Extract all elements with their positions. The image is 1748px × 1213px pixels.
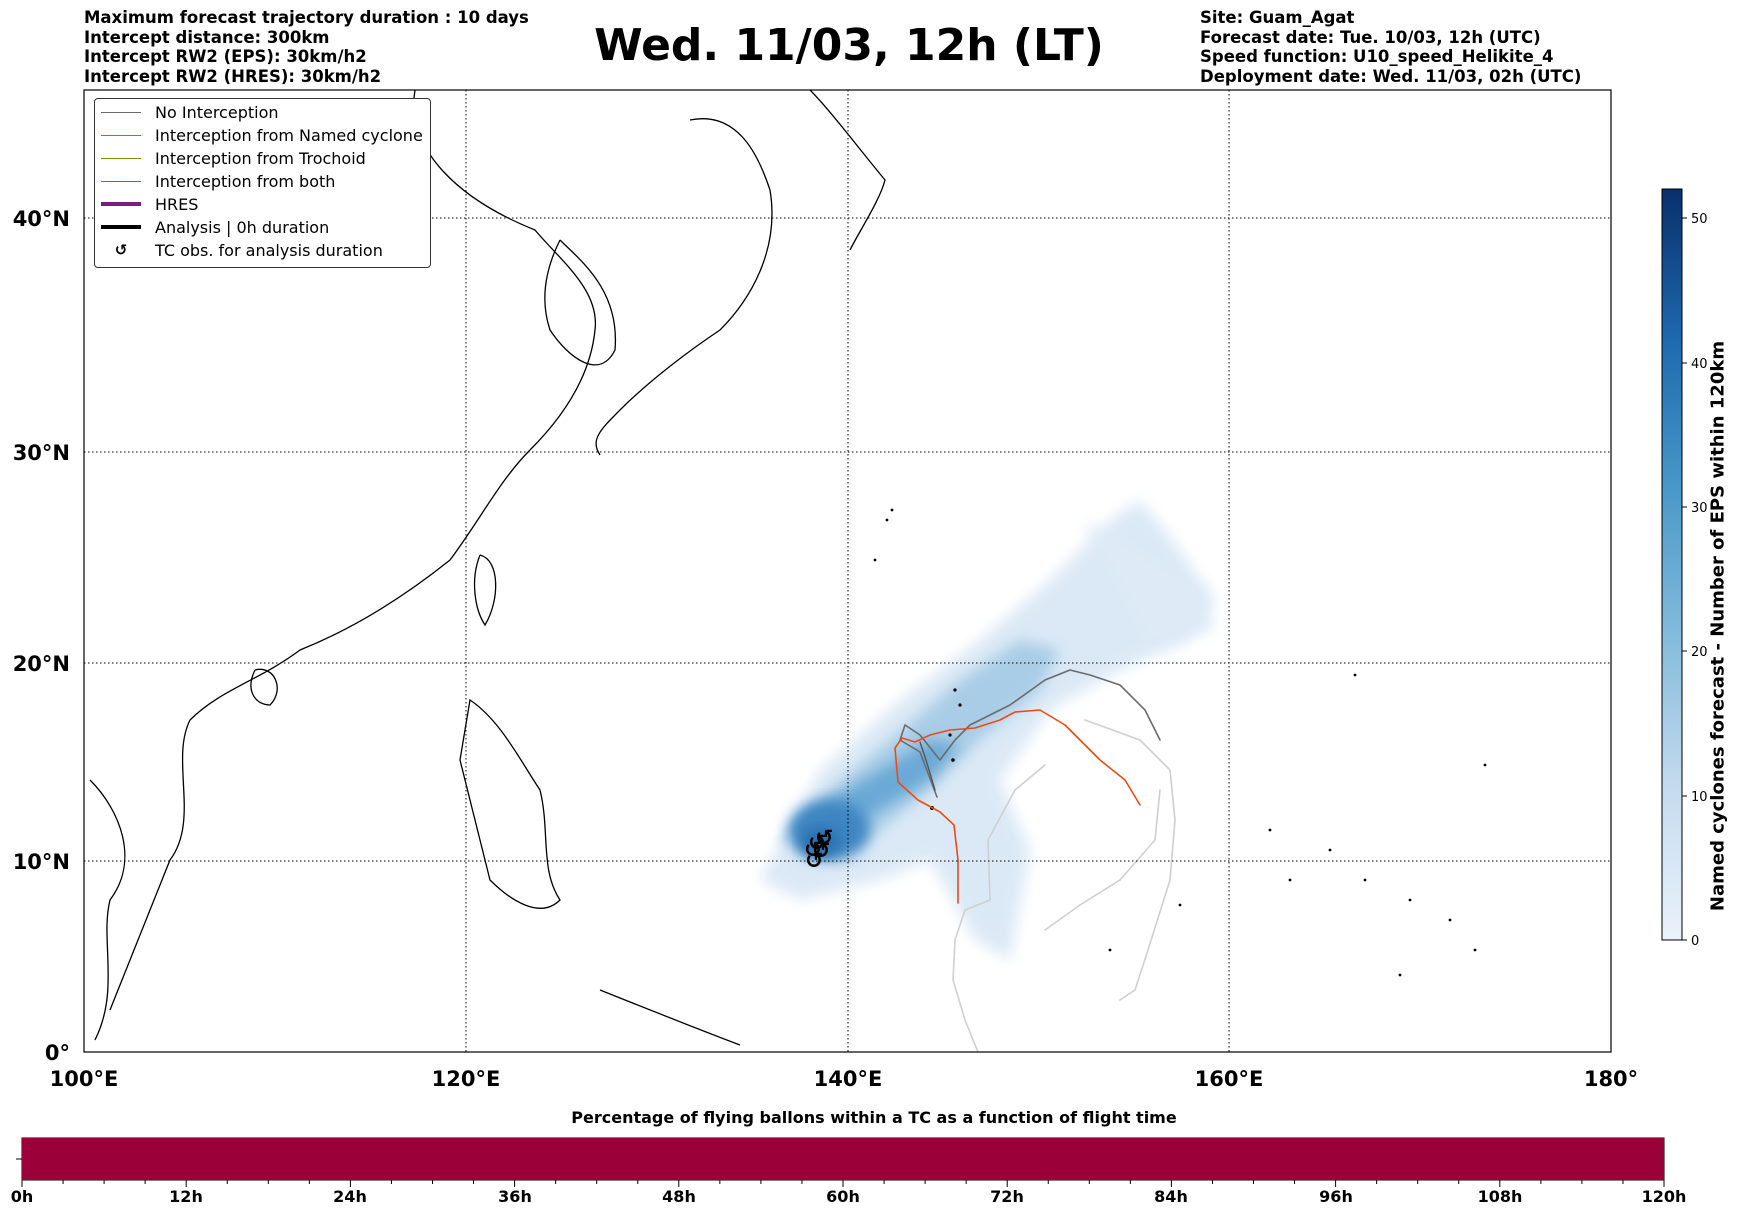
trajectory-grey-1: [952, 764, 1046, 1052]
legend: No Interception Interception from Named …: [94, 98, 431, 268]
gridlines: [84, 90, 1611, 1052]
legend-line-swatch: [101, 180, 141, 182]
lon-tick-label: 160°E: [1195, 1067, 1264, 1091]
small-islands: [873, 508, 1487, 977]
colorbar-tick: 40: [1691, 357, 1708, 372]
indochina-coast: [89, 779, 126, 1041]
map-frame: [83, 89, 1612, 1053]
site-line: Site: Guam_Agat: [1200, 8, 1355, 27]
legend-line-swatch: [101, 225, 141, 229]
page-title: Wed. 11/03, 12h (LT): [594, 20, 1104, 71]
param-line: Intercept RW2 (EPS): 30km/h2: [84, 47, 367, 66]
colorbar-tick: 30: [1691, 501, 1708, 516]
lat-tick-label: 0°: [45, 1041, 70, 1065]
time-tick-label: 0h: [11, 1187, 34, 1206]
lat-tick-label: 10°N: [13, 850, 70, 874]
japan-coast: [595, 118, 773, 456]
legend-label: HRES: [155, 194, 199, 214]
legend-line-swatch: [101, 111, 141, 113]
colorbar-tick: 20: [1691, 645, 1708, 660]
site-info: Site: Guam_Agat Forecast date: Tue. 10/0…: [1200, 8, 1581, 86]
colorbar-tick: 10: [1691, 790, 1708, 805]
flight-time-bar: 0h 12h 24h 36h 48h 60h 72h 84h 96h 108h …: [11, 1137, 1687, 1206]
time-tick-label: 60h: [826, 1187, 860, 1206]
legend-item-named-cyclone: Interception from Named cyclone: [101, 124, 423, 146]
legend-item-tc-obs: ↺ TC obs. for analysis duration: [101, 239, 383, 261]
mainland-asia-coast: [109, 90, 596, 1011]
tc-obs-icon: ↺: [805, 849, 823, 874]
legend-label: Interception from Trochoid: [155, 148, 366, 168]
time-tick-label: 96h: [1319, 1187, 1353, 1206]
flight-time-ticks: [21, 1180, 1665, 1187]
legend-item-no-interception: No Interception: [101, 101, 279, 123]
time-tick-label: 24h: [333, 1187, 367, 1206]
philippines-coast: [459, 698, 561, 909]
flight-time-bar-fill: [22, 1138, 1664, 1180]
legend-line-swatch: [101, 202, 141, 206]
colorbar-tick: 50: [1691, 212, 1708, 227]
legend-item-both: Interception from both: [101, 170, 335, 192]
tc-symbol-icon: ↺: [114, 241, 128, 259]
site-line: Deployment date: Wed. 11/03, 02h (UTC): [1200, 66, 1582, 86]
eps-density-field: [760, 500, 1215, 960]
time-tick-label: 12h: [169, 1187, 203, 1206]
trajectory-grey-2: [1084, 719, 1176, 1001]
legend-item-trochoid: Interception from Trochoid: [101, 147, 366, 169]
colorbar-tick: 0: [1691, 934, 1699, 949]
param-line: Intercept distance: 300km: [84, 27, 330, 47]
legend-item-analysis: Analysis | 0h duration: [101, 216, 329, 238]
legend-label: No Interception: [155, 102, 279, 122]
time-tick-label: 36h: [498, 1187, 532, 1206]
new-guinea-coast: [599, 989, 741, 1046]
lon-tick-label: 120°E: [432, 1067, 501, 1091]
lon-tick-label: 100°E: [50, 1067, 119, 1091]
tc-obs-icon: ↺: [808, 831, 826, 856]
legend-line-swatch: [101, 157, 141, 159]
param-line: Intercept RW2 (HRES): 30km/h2: [84, 66, 382, 86]
colorbar: 0 10 20 30 40 50: [1661, 188, 1708, 949]
time-tick-label: 108h: [1478, 1187, 1523, 1206]
param-line: Maximum forecast trajectory duration : 1…: [84, 8, 529, 27]
lon-tick-label: 140°E: [814, 1067, 883, 1091]
coastlines: [89, 90, 886, 1046]
trajectory-grey-3: [1044, 789, 1161, 931]
forecast-parameters: Maximum forecast trajectory duration : 1…: [84, 8, 529, 86]
lat-tick-label: 20°N: [13, 652, 70, 676]
legend-line-swatch: [101, 134, 141, 136]
legend-label: Interception from both: [155, 171, 336, 191]
trajectory-no-interception-2: [919, 741, 936, 791]
tc-observations: ↺ ↺ ↺ ↺ ↺: [804, 826, 833, 874]
legend-label: Interception from Named cyclone: [155, 125, 423, 145]
tc-obs-icon: ↺: [804, 838, 822, 863]
trajectory-no-interception: [899, 669, 1161, 798]
time-tick-label: 48h: [662, 1187, 696, 1206]
trajectory-named-cyclone: [894, 709, 1141, 904]
taiwan-coast: [473, 554, 497, 627]
hainan-coast: [250, 668, 278, 706]
lon-tick-label: 180°: [1584, 1067, 1638, 1091]
lat-tick-label: 30°N: [13, 441, 70, 465]
lat-tick-label: 40°N: [13, 207, 70, 231]
time-tick-label: 84h: [1154, 1187, 1188, 1206]
site-line: Speed function: U10_speed_Helikite_4: [1200, 47, 1554, 66]
tc-obs-icon: ↺: [815, 826, 833, 851]
colorbar-title: Named cyclones forecast - Number of EPS …: [1707, 340, 1729, 912]
flight-time-bar-title: Percentage of flying ballons within a TC…: [571, 1108, 1177, 1127]
trajectories: [894, 669, 1176, 1052]
time-tick-label: 72h: [990, 1187, 1024, 1206]
time-tick-label: 120h: [1642, 1187, 1687, 1206]
korea-coast: [544, 239, 616, 366]
site-line: Forecast date: Tue. 10/03, 12h (UTC): [1200, 27, 1541, 47]
colorbar-gradient: [1661, 188, 1683, 941]
tc-obs-icon: ↺: [812, 839, 830, 864]
legend-item-hres: HRES: [101, 193, 198, 215]
hokkaido-coast: [809, 90, 886, 251]
legend-label: TC obs. for analysis duration: [155, 240, 383, 260]
legend-label: Analysis | 0h duration: [155, 217, 330, 237]
